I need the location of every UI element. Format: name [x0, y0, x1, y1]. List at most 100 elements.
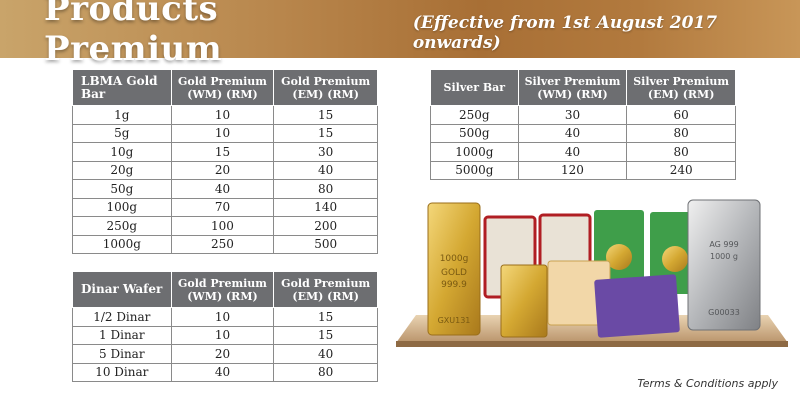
product-size-cell: 100g: [72, 197, 172, 217]
em-premium-cell: 80: [626, 142, 736, 162]
column-header: Silver Premium (WM) (RM): [517, 69, 628, 106]
table-row: 50g 40 80: [72, 179, 378, 199]
column-header: Dinar Wafer: [72, 271, 172, 308]
em-premium-cell: 30: [273, 142, 378, 162]
column-header: Silver Bar: [430, 69, 519, 106]
table-row: 1000g 250 500: [72, 234, 378, 254]
silver-bar-purity: AG 999: [709, 240, 738, 249]
product-size-cell: 50g: [72, 179, 172, 199]
large-gold-bar: [427, 202, 481, 336]
product-size-cell: 1000g: [72, 234, 172, 254]
table-row: 1/2 Dinar 10 15: [72, 307, 378, 327]
gold-bar-metal: GOLD: [441, 268, 467, 278]
product-size-cell: 250g: [72, 216, 172, 236]
header-line: (EM) (RM): [647, 87, 715, 101]
table-row: 250g 30 60: [430, 105, 736, 125]
table-row: 10 Dinar 40 80: [72, 362, 378, 382]
column-header: Gold Premium (EM) (RM): [273, 69, 378, 106]
shelf-edge: [396, 341, 788, 347]
table-row: 1000g 40 80: [430, 142, 736, 162]
page-subtitle: (Effective from 1st August 2017 onwards): [412, 13, 718, 53]
header-line: (WM) (RM): [187, 289, 258, 303]
product-size-cell: 5000g: [430, 160, 519, 180]
product-size-cell: 10 Dinar: [72, 362, 172, 382]
table-header-row: Silver Bar Silver Premium (WM) (RM) Silve…: [430, 69, 736, 106]
gold-coin: [606, 244, 632, 270]
column-header: LBMA Gold Bar: [72, 69, 172, 106]
table-row: 10g 15 30: [72, 142, 378, 162]
column-header: Gold Premium (EM) (RM): [273, 271, 378, 308]
table-row: 5g 10 15: [72, 123, 378, 143]
table-row: 100g 70 140: [72, 197, 378, 217]
header-line: (EM) (RM): [292, 87, 359, 101]
header-line: Gold Premium: [177, 74, 267, 88]
gold-bar-purity: 999.9: [441, 280, 467, 290]
em-premium-cell: 500: [273, 234, 378, 254]
header-line: (WM) (RM): [187, 87, 258, 101]
product-size-cell: 250g: [430, 105, 519, 125]
gold-coin: [662, 246, 688, 272]
dinar-wafer-premium-table: Dinar Wafer Gold Premium (WM) (RM) Gold P…: [72, 271, 378, 382]
purple-gold-card: [594, 274, 680, 338]
product-size-cell: 1g: [72, 105, 172, 125]
column-header: Gold Premium (WM) (RM): [170, 271, 275, 308]
header-line: (WM) (RM): [537, 87, 608, 101]
product-size-cell: 500g: [430, 123, 519, 143]
header-line: Gold Premium: [281, 74, 371, 88]
wm-premium-cell: 20: [170, 160, 275, 180]
table-row: 250g 100 200: [72, 216, 378, 236]
product-size-cell: 10g: [72, 142, 172, 162]
em-premium-cell: 15: [273, 325, 378, 345]
terms-conditions-note: Terms & Conditions apply: [637, 377, 778, 390]
header-line: Silver Premium: [524, 74, 621, 88]
wm-premium-cell: 10: [170, 105, 275, 125]
product-size-cell: 5g: [72, 123, 172, 143]
table-row: 1g 10 15: [72, 105, 378, 125]
em-premium-cell: 15: [273, 123, 378, 143]
table-header-row: Dinar Wafer Gold Premium (WM) (RM) Gold P…: [72, 271, 378, 308]
em-premium-cell: 40: [273, 344, 378, 364]
wm-premium-cell: 10: [170, 123, 275, 143]
table-row: 5000g 120 240: [430, 160, 736, 180]
wm-premium-cell: 70: [170, 197, 275, 217]
em-premium-cell: 240: [626, 160, 736, 180]
em-premium-cell: 60: [626, 105, 736, 125]
wm-premium-cell: 40: [170, 179, 275, 199]
header-line: Gold Premium: [177, 276, 267, 290]
wm-premium-cell: 40: [517, 142, 628, 162]
wm-premium-cell: 15: [170, 142, 275, 162]
column-header: Gold Premium (WM) (RM): [170, 69, 275, 106]
em-premium-cell: 80: [626, 123, 736, 143]
product-size-cell: 20g: [72, 160, 172, 180]
silver-bar: [687, 199, 761, 331]
header-line: (EM) (RM): [292, 289, 359, 303]
wm-premium-cell: 20: [170, 344, 275, 364]
table-row: 1 Dinar 10 15: [72, 325, 378, 345]
wm-premium-cell: 30: [517, 105, 628, 125]
em-premium-cell: 80: [273, 362, 378, 382]
silver-bar-premium-table: Silver Bar Silver Premium (WM) (RM) Silve…: [430, 69, 736, 180]
gold-bar-weight: 1000g: [440, 254, 469, 264]
table-row: 20g 20 40: [72, 160, 378, 180]
em-premium-cell: 15: [273, 105, 378, 125]
wm-premium-cell: 10: [170, 307, 275, 327]
silver-bar-serial: G00033: [708, 308, 740, 317]
em-premium-cell: 200: [273, 216, 378, 236]
header-line: Gold Premium: [281, 276, 371, 290]
header-line: Silver Premium: [633, 74, 730, 88]
silver-bar-weight: 1000 g: [710, 252, 738, 261]
wm-premium-cell: 250: [170, 234, 275, 254]
gold-bar-premium-table: LBMA Gold Bar Gold Premium (WM) (RM) Gold…: [72, 69, 378, 254]
product-size-cell: 1 Dinar: [72, 325, 172, 345]
page-title: Products Premium: [44, 0, 223, 69]
product-size-cell: 1000g: [430, 142, 519, 162]
gold-bar-serial: GXU131: [438, 316, 471, 325]
em-premium-cell: 40: [273, 160, 378, 180]
wm-premium-cell: 120: [517, 160, 628, 180]
em-premium-cell: 80: [273, 179, 378, 199]
small-gold-bar: [500, 264, 548, 338]
table-row: 500g 40 80: [430, 123, 736, 143]
wm-premium-cell: 40: [517, 123, 628, 143]
table-header-row: LBMA Gold Bar Gold Premium (WM) (RM) Gold…: [72, 69, 378, 106]
wm-premium-cell: 10: [170, 325, 275, 345]
